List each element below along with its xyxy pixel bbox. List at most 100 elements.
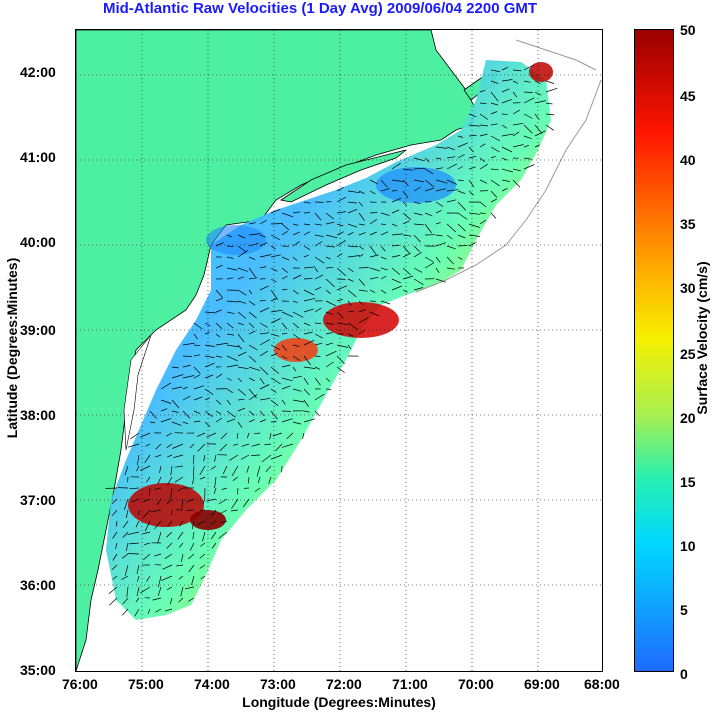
velocity-arrow bbox=[292, 366, 297, 372]
velocity-arrow bbox=[303, 410, 310, 413]
velocity-arrow bbox=[303, 254, 309, 258]
velocity-arrow bbox=[380, 267, 388, 271]
velocity-arrow bbox=[237, 322, 245, 326]
velocity-arrow bbox=[122, 597, 129, 605]
velocity-arrow bbox=[236, 432, 239, 439]
y-tick: 36:00 bbox=[20, 577, 56, 593]
velocity-arrow bbox=[380, 179, 388, 188]
velocity-arrow bbox=[256, 465, 261, 477]
velocity-arrow bbox=[413, 212, 423, 216]
velocity-arrow bbox=[259, 410, 265, 417]
lowspot-offshore bbox=[376, 167, 456, 203]
velocity-arrow bbox=[171, 410, 179, 413]
velocity-arrow bbox=[501, 124, 508, 129]
velocity-arrow bbox=[115, 542, 118, 549]
velocity-arrow bbox=[369, 212, 378, 214]
velocity-arrow bbox=[237, 487, 239, 495]
velocity-arrow bbox=[167, 520, 173, 527]
velocity-arrow bbox=[490, 198, 497, 203]
velocity-arrow bbox=[325, 350, 337, 357]
velocity-arrow bbox=[199, 542, 206, 547]
velocity-arrow bbox=[347, 278, 354, 282]
velocity-arrow bbox=[140, 465, 151, 471]
velocity-arrow bbox=[270, 223, 283, 225]
colorbar-tick: 15 bbox=[680, 474, 696, 490]
velocity-arrow bbox=[325, 377, 331, 382]
velocity-arrow bbox=[303, 377, 309, 385]
velocity-arrow bbox=[468, 124, 480, 127]
y-tick: 35:00 bbox=[20, 662, 56, 678]
velocity-arrow bbox=[435, 267, 440, 273]
map-canvas bbox=[76, 30, 602, 671]
velocity-arrow bbox=[314, 234, 324, 238]
velocity-arrow bbox=[281, 344, 288, 351]
velocity-arrow bbox=[347, 231, 354, 236]
velocity-arrow bbox=[292, 274, 302, 280]
velocity-arrow bbox=[199, 564, 206, 569]
velocity-arrow bbox=[204, 421, 211, 427]
velocity-arrow bbox=[303, 418, 316, 423]
velocity-arrow bbox=[105, 487, 118, 489]
velocity-arrow bbox=[154, 520, 162, 530]
velocity-arrow bbox=[270, 309, 283, 313]
velocity-arrow bbox=[142, 553, 151, 561]
velocity-arrow bbox=[257, 476, 261, 484]
velocity-arrow bbox=[534, 130, 546, 137]
velocity-arrow bbox=[237, 377, 242, 383]
velocity-arrow bbox=[512, 80, 519, 84]
velocity-arrow bbox=[325, 256, 331, 260]
velocity-arrow bbox=[184, 586, 195, 590]
velocity-arrow bbox=[248, 330, 256, 335]
velocity-arrow bbox=[391, 285, 403, 291]
colorbar-tick: 30 bbox=[680, 280, 696, 296]
velocity-arrow bbox=[237, 344, 243, 350]
velocity-arrow bbox=[468, 166, 476, 170]
velocity-arrow bbox=[402, 234, 412, 237]
velocity-arrow bbox=[248, 242, 259, 247]
velocity-arrow bbox=[325, 311, 334, 315]
velocity-arrow bbox=[413, 223, 424, 226]
velocity-arrow bbox=[534, 144, 540, 148]
velocity-arrow bbox=[545, 113, 555, 116]
velocity-arrow bbox=[174, 476, 184, 483]
velocity-arrow bbox=[358, 317, 369, 324]
velocity-arrow bbox=[369, 190, 376, 195]
velocity-arrow bbox=[292, 333, 301, 340]
velocity-arrow bbox=[292, 300, 298, 304]
velocity-arrow bbox=[178, 597, 184, 603]
velocity-arrow bbox=[186, 498, 195, 503]
velocity-arrow bbox=[202, 498, 206, 504]
velocity-arrow bbox=[325, 332, 333, 335]
velocity-arrow bbox=[281, 399, 286, 405]
velocity-arrow bbox=[206, 498, 217, 502]
velocity-arrow bbox=[149, 410, 157, 419]
velocity-arrow bbox=[369, 267, 381, 272]
velocity-arrow bbox=[164, 553, 173, 559]
velocity-arrow bbox=[259, 254, 272, 258]
velocity-arrow bbox=[347, 245, 358, 248]
velocity-arrow bbox=[155, 454, 162, 458]
velocity-arrow bbox=[369, 276, 379, 280]
velocity-arrow bbox=[215, 373, 223, 379]
velocity-arrow bbox=[314, 274, 324, 280]
velocity-arrow bbox=[314, 410, 320, 417]
velocity-arrow bbox=[154, 487, 162, 490]
velocity-arrow bbox=[179, 520, 184, 527]
velocity-arrow bbox=[127, 476, 129, 483]
velocity-arrow bbox=[259, 219, 267, 225]
velocity-arrow bbox=[457, 245, 468, 247]
velocity-arrow bbox=[248, 222, 256, 225]
velocity-arrow bbox=[380, 231, 389, 236]
velocity-arrow bbox=[358, 253, 364, 258]
velocity-arrow bbox=[435, 234, 443, 237]
velocity-arrow bbox=[248, 388, 257, 399]
velocity-arrow bbox=[545, 87, 558, 93]
velocity-arrow bbox=[155, 608, 162, 613]
velocity-arrow bbox=[237, 398, 245, 401]
velocity-arrow bbox=[264, 443, 272, 446]
velocity-arrow bbox=[196, 432, 206, 437]
velocity-arrow bbox=[193, 396, 203, 401]
velocity-arrow bbox=[248, 267, 256, 278]
velocity-arrow bbox=[226, 410, 236, 418]
velocity-arrow bbox=[270, 254, 281, 258]
